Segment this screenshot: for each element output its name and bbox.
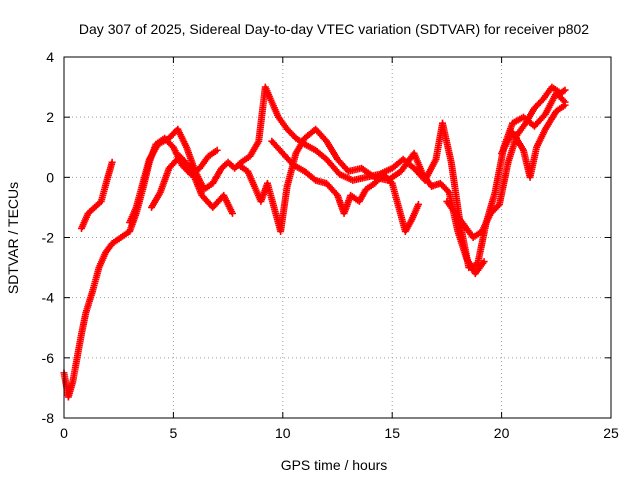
y-tick-label: 0 [46,169,54,185]
y-tick-label: 2 [46,109,54,125]
plot-frame [63,56,612,419]
data-point [108,158,116,166]
x-tick-label: 5 [170,425,178,441]
gridlines [64,57,611,418]
series-track-6 [268,137,422,235]
data-point [228,209,236,217]
series-track-8 [498,101,569,181]
y-tick-label: -4 [42,290,55,306]
axis-ticks: 0 5 10 15 20 25 -8 -6 -4 -2 0 2 4 [42,49,619,441]
x-tick-label: 20 [494,425,510,441]
y-axis-label: SDTVAR / TECUs [5,182,21,294]
series-track-2 [78,158,116,232]
data-series [60,83,569,401]
data-point [561,101,569,109]
x-tick-label: 15 [384,425,400,441]
data-point [560,87,568,95]
y-tick-label: -2 [42,230,55,246]
data-point [480,258,488,266]
y-tick-label: -6 [42,350,55,366]
series-track-7 [443,83,569,241]
x-tick-label: 25 [603,425,619,441]
x-tick-label: 0 [60,425,68,441]
x-axis-label: GPS time / hours [281,457,388,473]
series-track-1 [60,134,221,401]
data-point [561,86,569,94]
y-tick-label: 4 [46,49,54,65]
series-track-4 [148,152,236,217]
x-tick-label: 10 [275,425,291,441]
data-point [387,178,395,186]
data-point [414,200,422,208]
y-tick-label: -8 [42,410,55,426]
chart-title: Day 307 of 2025, Sidereal Day-to-day VTE… [79,21,589,37]
data-point [213,146,221,154]
